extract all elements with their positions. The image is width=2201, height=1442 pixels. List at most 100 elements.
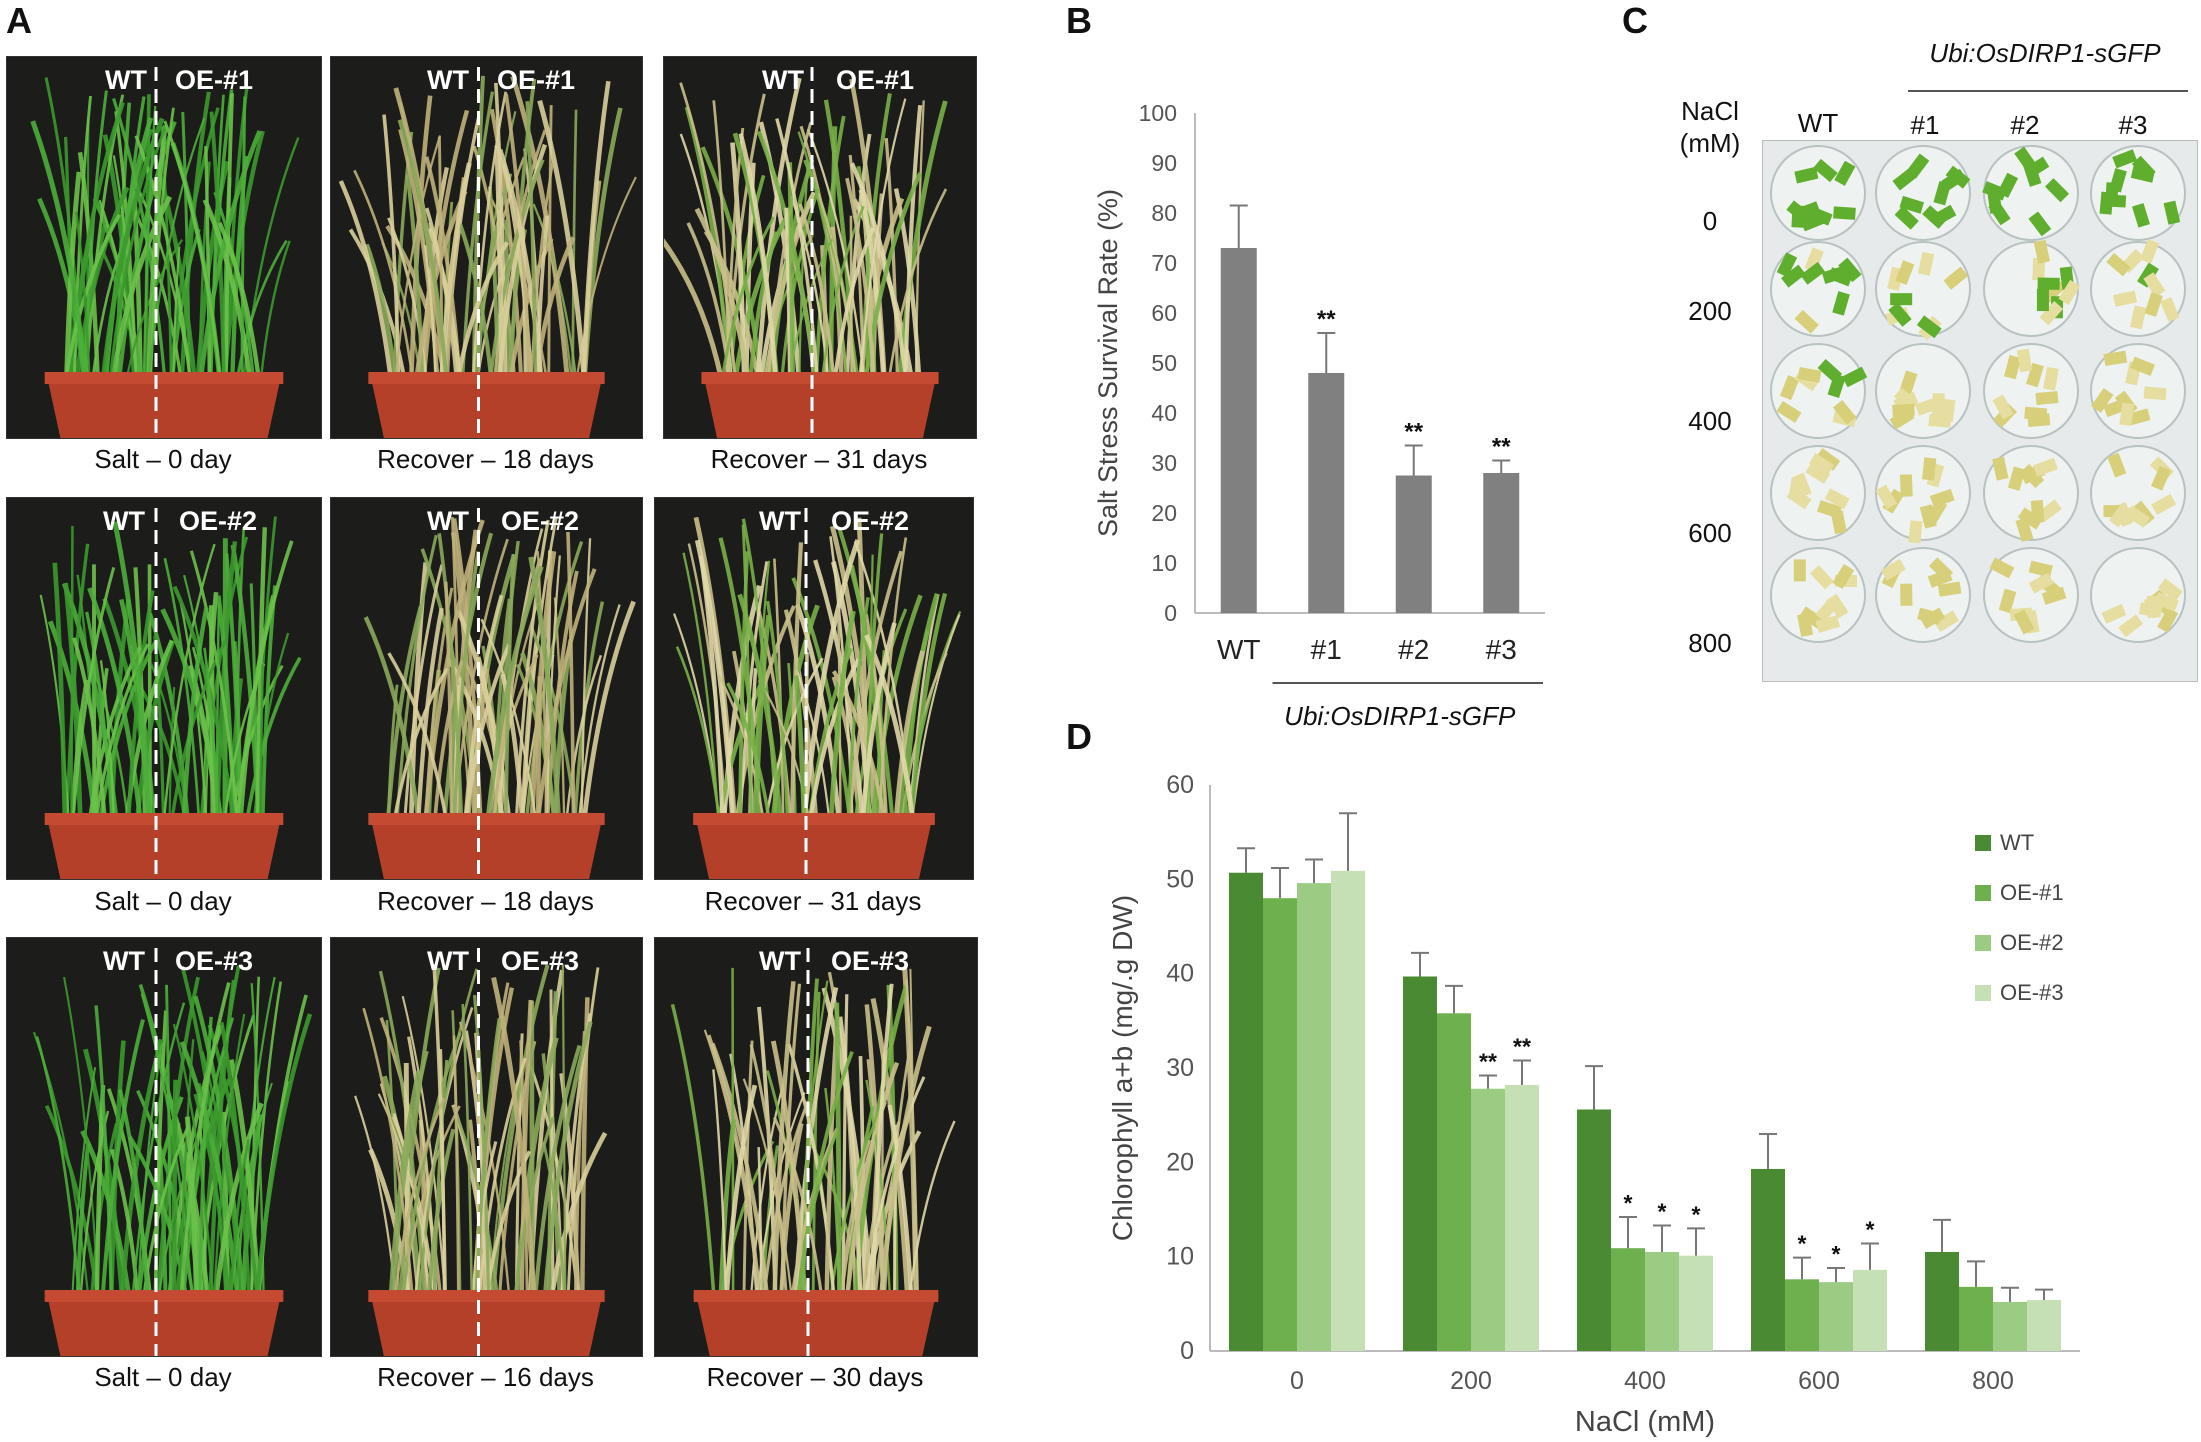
x-tick-label: 400 — [1624, 1367, 1666, 1395]
y-tick-label: 40 — [1166, 960, 1194, 988]
significance-mark: * — [1866, 1216, 1875, 1242]
chlorophyll-bar — [1925, 1252, 1959, 1351]
plant-photo-art — [7, 57, 321, 438]
oe-label: OE-#3 — [831, 946, 909, 977]
plate-col-label: #3 — [2088, 110, 2178, 141]
plant-photo-art — [331, 938, 642, 1356]
survival-bar — [1308, 373, 1344, 613]
photo-caption: Salt – 0 day — [6, 1362, 320, 1393]
plant-blade — [584, 601, 634, 821]
plant-blade — [664, 239, 722, 380]
legend-swatch — [1975, 885, 1991, 901]
y-tick-label: 0 — [1180, 1337, 1194, 1365]
plant-blade — [257, 1014, 310, 1298]
oe-label: OE-#1 — [836, 65, 914, 96]
y-tick-label: 40 — [1151, 400, 1177, 426]
wt-label: WT — [759, 506, 801, 537]
significance-mark: ** — [1479, 1049, 1497, 1075]
plate-row-label: 800 — [1670, 628, 1750, 659]
pot-rim — [45, 1290, 284, 1302]
leaf-disc-plate — [1762, 140, 2198, 682]
group-label: Ubi:OsDIRP1-sGFP — [1284, 701, 1516, 731]
chlorophyll-bar — [2027, 1300, 2061, 1351]
pot-shape — [371, 821, 601, 879]
leaf-disc — [2024, 407, 2047, 421]
chlorophyll-bar — [1297, 883, 1331, 1351]
leaf-disc — [1794, 559, 1806, 581]
wt-label: WT — [105, 65, 147, 96]
y-tick-label: 30 — [1166, 1054, 1194, 1082]
x-tick-label: #2 — [1398, 634, 1429, 665]
chlorophyll-bar — [1505, 1085, 1539, 1351]
plant-photo-art — [655, 938, 977, 1356]
leaf-disc — [1932, 393, 1945, 415]
significance-mark: ** — [1404, 419, 1423, 446]
pot-shape — [371, 380, 601, 438]
y-tick-label: 60 — [1166, 771, 1194, 799]
leaf-disc — [1833, 206, 1856, 220]
plant-photo: WT OE-#3 — [330, 937, 643, 1357]
wt-label: WT — [103, 506, 145, 537]
chlorophyll-bar — [1645, 1252, 1679, 1351]
oe-label: OE-#1 — [497, 65, 575, 96]
leaf-disc — [2144, 386, 2167, 400]
x-tick-label: #3 — [1486, 634, 1517, 665]
oe-label: OE-#3 — [501, 946, 579, 977]
x-tick-label: 0 — [1290, 1367, 1304, 1395]
leaf-disc — [1900, 584, 1912, 606]
plate-row-label: 400 — [1670, 406, 1750, 437]
photo-caption: Recover – 30 days — [654, 1362, 976, 1393]
leaf-disc — [1890, 293, 1912, 305]
panel-letter-c: C — [1622, 0, 1648, 42]
photo-caption: Salt – 0 day — [6, 886, 320, 917]
legend-swatch — [1975, 935, 1991, 951]
oe-label: OE-#2 — [501, 506, 579, 537]
y-tick-label: 70 — [1151, 250, 1177, 276]
significance-mark: * — [1624, 1190, 1633, 1216]
photo-caption: Recover – 18 days — [330, 886, 641, 917]
y-tick-label: 20 — [1151, 500, 1177, 526]
nacl-row-unit: (mM) — [1668, 128, 1752, 159]
plate-well — [1876, 548, 1970, 642]
panel-letter-b: B — [1066, 0, 1092, 42]
plant-blade — [573, 110, 576, 380]
legend-label: OE-#3 — [2000, 980, 2064, 1005]
leaf-disc — [1922, 457, 1936, 480]
pot-rim — [368, 1290, 604, 1302]
significance-mark: * — [1798, 1231, 1807, 1257]
y-tick-label: 20 — [1166, 1148, 1194, 1176]
plant-blade — [71, 526, 72, 821]
chlorophyll-bar — [1785, 1279, 1819, 1351]
chlorophyll-bar — [1819, 1282, 1853, 1351]
y-axis-title: Salt Stress Survival Rate (%) — [1093, 189, 1123, 537]
plant-blade — [744, 1041, 752, 1298]
plant-photo: WT OE-#2 — [654, 497, 974, 880]
x-tick-label: #1 — [1311, 634, 1342, 665]
pot-shape — [48, 380, 280, 438]
plate-well — [1876, 344, 1970, 438]
leaf-disc — [2035, 391, 2058, 405]
plate-row-label: 600 — [1670, 518, 1750, 549]
plant-blade — [341, 181, 391, 380]
oe-label: OE-#2 — [831, 506, 909, 537]
plate-row-label: 0 — [1670, 206, 1750, 237]
y-tick-label: 80 — [1151, 200, 1177, 226]
photo-caption: Salt – 0 day — [6, 444, 320, 475]
plate-row-label: 200 — [1670, 296, 1750, 327]
chlorophyll-bar — [1403, 976, 1437, 1351]
x-tick-label: 800 — [1972, 1367, 2014, 1395]
plant-photo: WT OE-#3 — [654, 937, 978, 1357]
significance-mark: ** — [1492, 434, 1511, 461]
pot-rim — [693, 813, 935, 825]
plant-photo: WT OE-#1 — [330, 56, 643, 439]
photo-caption: Recover – 16 days — [330, 1362, 641, 1393]
x-tick-label: 600 — [1798, 1367, 1840, 1395]
plant-photo: WT OE-#2 — [330, 497, 643, 880]
pot-shape — [48, 821, 280, 879]
plant-blade — [454, 1035, 458, 1298]
pot-rim — [368, 813, 604, 825]
y-tick-label: 90 — [1151, 150, 1177, 176]
plant-blade — [837, 1003, 840, 1298]
